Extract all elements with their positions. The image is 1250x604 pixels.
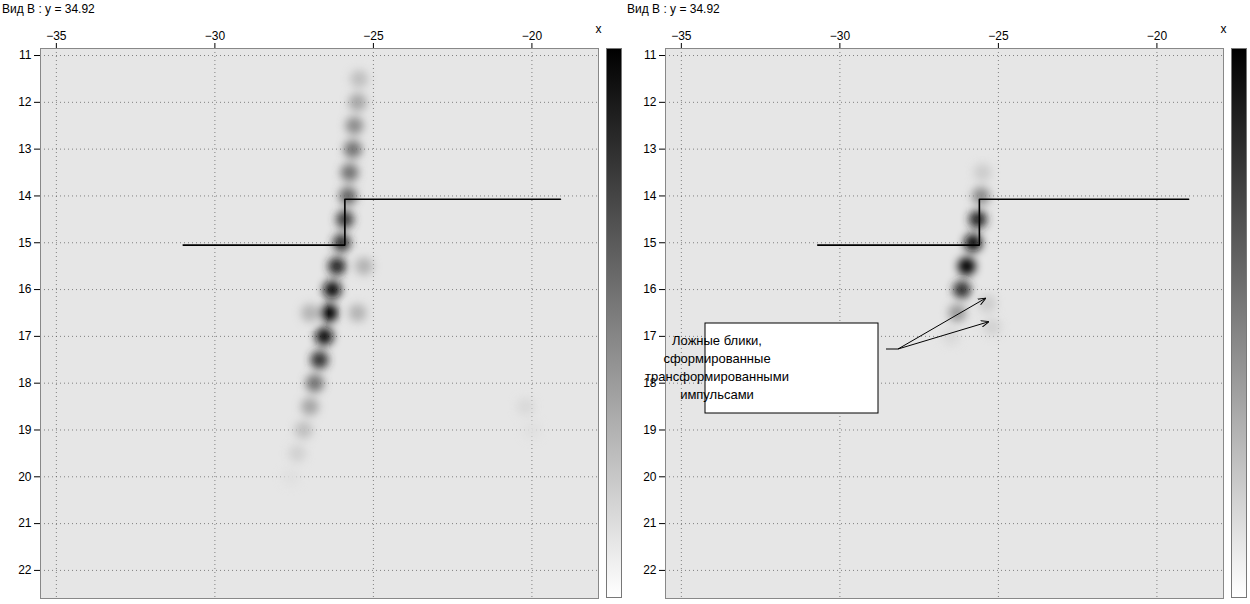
svg-text:22: 22 (643, 563, 657, 577)
svg-text:−30: −30 (830, 29, 851, 43)
svg-text:11: 11 (19, 48, 32, 62)
svg-text:19: 19 (643, 423, 657, 437)
svg-text:14: 14 (643, 189, 657, 203)
svg-text:13: 13 (643, 142, 657, 156)
html-text:Вид B : y = 34.92: Вид B : y = 34.92 (2, 2, 95, 16)
svg-text:17: 17 (18, 329, 32, 343)
svg-text:13: 13 (18, 142, 32, 156)
svg-text:19: 19 (18, 423, 32, 437)
svg-text:16: 16 (18, 282, 32, 296)
svg-text:12: 12 (643, 95, 657, 109)
svg-text:−20: −20 (522, 29, 543, 43)
svg-text:Ложные блики,сформированныетра: Ложные блики,сформированныетрансформиров… (645, 333, 789, 402)
svg-text:21: 21 (18, 516, 32, 530)
svg-text:x: x (1221, 22, 1227, 36)
svg-text:−20: −20 (1147, 29, 1168, 43)
svg-text:−30: −30 (205, 29, 226, 43)
svg-text:18: 18 (18, 376, 32, 390)
svg-text:20: 20 (643, 470, 657, 484)
svg-text:16: 16 (643, 282, 657, 296)
svg-text:−25: −25 (988, 29, 1009, 43)
svg-text:x: x (596, 22, 602, 36)
html-text:Вид B : y = 34.92: Вид B : y = 34.92 (627, 2, 720, 16)
svg-text:12: 12 (18, 95, 32, 109)
svg-text:14: 14 (18, 189, 32, 203)
svg-text:−35: −35 (671, 29, 692, 43)
svg-text:15: 15 (643, 236, 657, 250)
svg-text:15: 15 (18, 236, 32, 250)
svg-text:11: 11 (644, 48, 657, 62)
svg-text:22: 22 (18, 563, 32, 577)
svg-text:−25: −25 (363, 29, 384, 43)
svg-text:21: 21 (643, 516, 657, 530)
svg-text:17: 17 (643, 329, 657, 343)
svg-text:20: 20 (18, 470, 32, 484)
svg-text:−35: −35 (46, 29, 67, 43)
